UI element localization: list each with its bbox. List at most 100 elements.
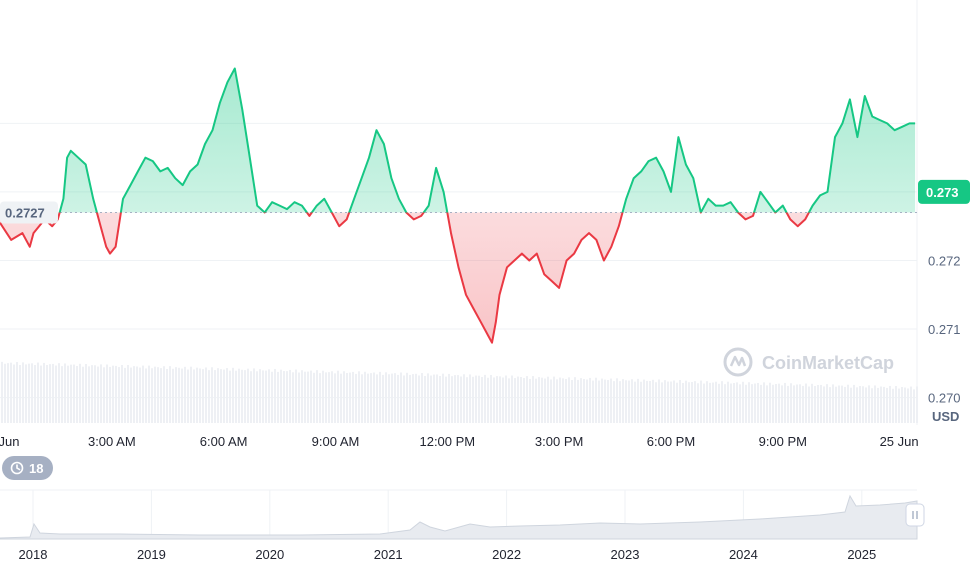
volume-bar xyxy=(601,378,603,423)
volume-bar xyxy=(496,376,498,423)
price-point xyxy=(66,157,68,159)
volume-bar xyxy=(79,363,81,423)
volume-bar xyxy=(883,386,885,423)
volume-bar xyxy=(100,364,102,423)
volume-bar xyxy=(58,363,60,423)
price-point xyxy=(789,218,791,220)
volume-bar xyxy=(772,384,774,423)
history-count: 18 xyxy=(29,461,43,476)
volume-bar xyxy=(631,379,633,423)
volume-bar xyxy=(724,384,726,423)
volume-bar xyxy=(352,371,354,423)
volume-bar xyxy=(679,380,681,423)
volume-bar xyxy=(667,381,669,423)
volume-bar xyxy=(325,372,327,423)
volume-bar xyxy=(538,377,540,423)
volume-bar xyxy=(220,369,222,423)
volume-bar xyxy=(187,369,189,423)
price-point xyxy=(376,129,378,131)
price-point xyxy=(10,239,12,241)
volume-bar xyxy=(181,368,183,423)
history-clock-icon xyxy=(10,461,24,475)
volume-bar xyxy=(229,370,231,423)
price-line-above-open xyxy=(58,67,916,213)
open-price-label: 0.2727 xyxy=(5,206,45,221)
volume-bar xyxy=(757,383,759,423)
volume-bar xyxy=(196,367,198,423)
volume-bar xyxy=(808,386,810,423)
price-point xyxy=(730,201,732,203)
price-point xyxy=(338,225,340,227)
overview-navigator[interactable]: 2018 2019 2020 2021 2022 2023 2024 2025 xyxy=(0,489,925,562)
volume-bar xyxy=(880,386,882,423)
volume-bar xyxy=(823,386,825,423)
volume-bar xyxy=(445,376,447,423)
price-point xyxy=(398,198,400,200)
price-point xyxy=(197,164,199,166)
volume-bar xyxy=(193,369,195,423)
price-point xyxy=(566,260,568,262)
volume-bar xyxy=(595,377,597,423)
price-point xyxy=(610,246,612,248)
volume-bar xyxy=(457,375,459,423)
price-point xyxy=(346,218,348,220)
volume-bar xyxy=(916,386,918,423)
price-point xyxy=(752,215,754,217)
volume-bar xyxy=(253,368,255,423)
volume-bar xyxy=(334,373,336,423)
price-point xyxy=(737,212,739,214)
volume-bar xyxy=(859,386,861,423)
price-point xyxy=(670,191,672,193)
volume-bar xyxy=(190,366,192,423)
price-point xyxy=(368,157,370,159)
volume-bar xyxy=(106,364,108,423)
overview-year-label: 2020 xyxy=(255,547,284,562)
volume-bar xyxy=(661,382,663,423)
price-point xyxy=(581,239,583,241)
volume-bar xyxy=(514,378,516,423)
y-tick-label: 0.271 xyxy=(928,322,961,337)
price-point xyxy=(521,253,523,255)
price-point xyxy=(130,184,132,186)
price-point xyxy=(100,225,102,227)
volume-bar xyxy=(892,388,894,423)
volume-bar xyxy=(142,365,144,423)
price-point xyxy=(812,205,814,207)
volume-bar xyxy=(88,366,90,423)
overview-drag-handle[interactable] xyxy=(905,503,925,527)
volume-bar xyxy=(664,380,666,423)
price-area-below-open xyxy=(0,212,916,343)
price-point xyxy=(886,122,888,124)
volume-bar xyxy=(4,363,6,423)
price-point xyxy=(499,294,501,296)
volume-bar xyxy=(694,381,696,423)
volume-bar xyxy=(7,363,9,423)
volume-bar xyxy=(136,366,138,423)
volume-bar xyxy=(298,372,300,423)
volume-bar xyxy=(400,372,402,423)
volume-bar xyxy=(340,373,342,423)
volume-bar xyxy=(535,378,537,423)
volume-bar xyxy=(610,378,612,423)
volume-bar xyxy=(763,382,765,423)
price-point xyxy=(115,246,117,248)
volume-bar xyxy=(895,385,897,423)
price-point xyxy=(804,218,806,220)
price-point xyxy=(109,253,111,255)
volume-bar xyxy=(268,369,270,423)
volume-bar xyxy=(25,364,27,423)
price-point xyxy=(279,205,281,207)
volume-bar xyxy=(283,371,285,423)
price-point xyxy=(256,205,258,207)
volume-bar xyxy=(40,365,42,423)
volume-bar xyxy=(829,387,831,423)
volume-bar xyxy=(898,388,900,423)
price-point xyxy=(450,232,452,234)
history-badge[interactable]: 18 xyxy=(2,456,53,480)
volume-bar xyxy=(16,361,18,423)
price-point xyxy=(551,280,553,282)
volume-bar xyxy=(34,365,36,423)
volume-bar xyxy=(877,387,879,423)
drag-handle-icon xyxy=(912,511,918,519)
